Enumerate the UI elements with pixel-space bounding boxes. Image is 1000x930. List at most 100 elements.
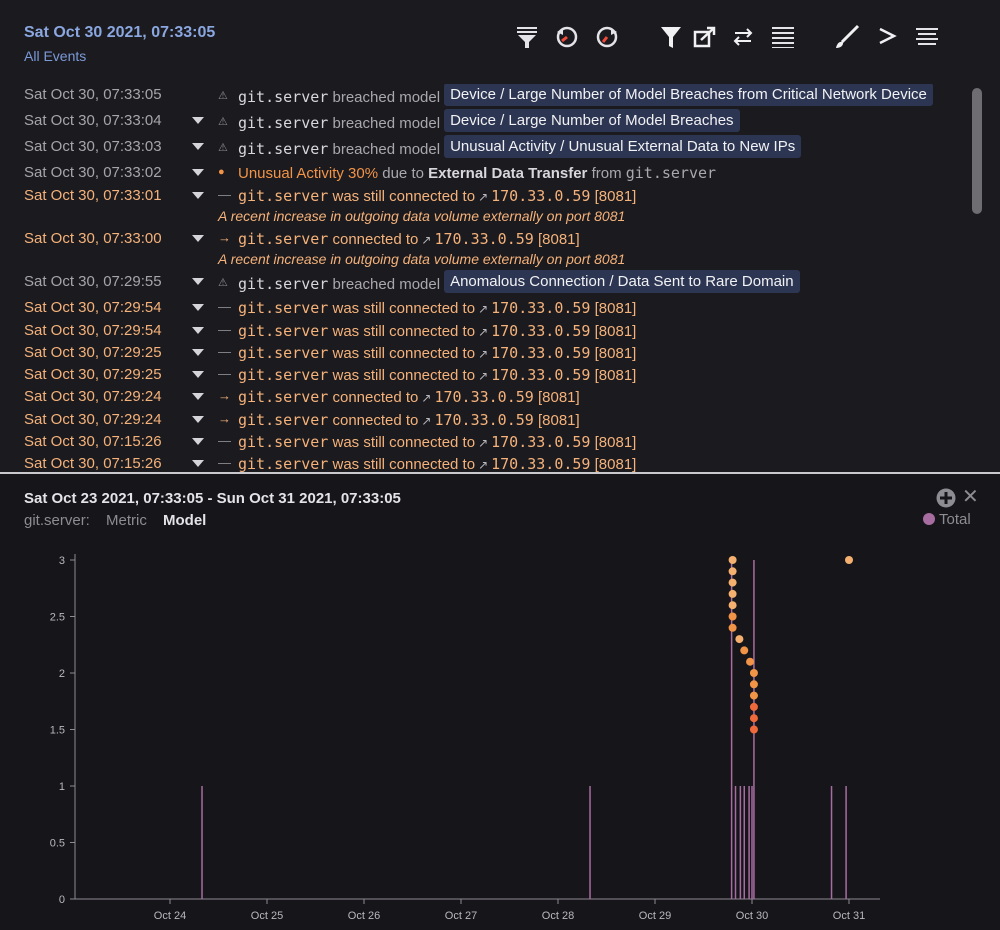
- model-breach-dot: [728, 556, 737, 564]
- destination-ip[interactable]: 170.33.0.59: [434, 230, 534, 248]
- device-name[interactable]: git.server: [238, 388, 329, 406]
- model-breach-tag[interactable]: Unusual Activity / Unusual External Data…: [444, 135, 802, 158]
- destination-ip[interactable]: 170.33.0.59: [491, 344, 591, 362]
- expand-chevron-icon[interactable]: [190, 435, 206, 449]
- model-breach-dot: [749, 714, 758, 723]
- close-graph-icon[interactable]: ✕: [962, 486, 979, 508]
- x-tick-label: Oct 30: [736, 910, 768, 922]
- external-link-icon[interactable]: ↗: [478, 458, 489, 472]
- panel-divider[interactable]: [0, 472, 1000, 474]
- clock-forward-icon[interactable]: [592, 22, 622, 52]
- device-name[interactable]: git.server: [238, 88, 329, 106]
- device-name[interactable]: git.server: [238, 344, 329, 362]
- expand-chevron-icon[interactable]: [190, 189, 206, 203]
- device-name[interactable]: git.server: [238, 187, 329, 205]
- destination-port: [8081]: [537, 231, 580, 248]
- expand-chevron-icon[interactable]: [190, 275, 206, 289]
- device-name[interactable]: git.server: [238, 411, 329, 429]
- device-name[interactable]: git.server: [625, 164, 717, 182]
- destination-ip[interactable]: 170.33.0.59: [434, 411, 534, 429]
- event-action: was still connected to: [332, 300, 476, 317]
- expand-chevron-icon[interactable]: [190, 324, 206, 338]
- y-tick-label: 0: [59, 894, 65, 906]
- device-name[interactable]: git.server: [238, 299, 329, 317]
- tab-metric[interactable]: Metric: [106, 512, 147, 529]
- funnel-icon[interactable]: [656, 22, 686, 52]
- event-timestamp: Sat Oct 30, 07:15:26: [24, 433, 162, 450]
- event-timestamp: Sat Oct 30, 07:33:02: [24, 164, 162, 181]
- console-lines-icon[interactable]: [912, 22, 942, 52]
- device-name[interactable]: git.server: [238, 322, 329, 340]
- x-tick-label: Oct 27: [445, 910, 477, 922]
- destination-ip[interactable]: 170.33.0.59: [491, 299, 591, 317]
- expand-chevron-icon[interactable]: [190, 166, 206, 180]
- device-name[interactable]: git.server: [238, 230, 329, 248]
- event-timestamp: Sat Oct 30, 07:33:04: [24, 112, 162, 129]
- destination-ip[interactable]: 170.33.0.59: [434, 388, 534, 406]
- external-link-icon[interactable]: ↗: [421, 414, 432, 428]
- tab-model[interactable]: Model: [163, 512, 207, 529]
- destination-port: [8081]: [594, 456, 637, 472]
- unusual-activity-label[interactable]: Unusual Activity 30%: [238, 165, 379, 182]
- graph-date-range: Sat Oct 23 2021, 07:33:05 - Sun Oct 31 2…: [24, 490, 401, 507]
- destination-ip[interactable]: 170.33.0.59: [491, 187, 591, 205]
- model-breach-icon: ⚠: [218, 116, 228, 128]
- event-action: breached model: [332, 89, 441, 106]
- external-link-icon[interactable]: ↗: [421, 391, 432, 405]
- expand-chevron-icon[interactable]: [190, 140, 206, 154]
- external-link-icon[interactable]: ↗: [478, 436, 489, 450]
- expand-chevron-icon[interactable]: [190, 301, 206, 315]
- expand-chevron-icon[interactable]: [190, 413, 206, 427]
- expand-chevron-icon[interactable]: [190, 114, 206, 128]
- device-name[interactable]: git.server: [238, 433, 329, 451]
- model-breach-tag[interactable]: Device / Large Number of Model Breaches: [444, 109, 740, 132]
- destination-ip[interactable]: 170.33.0.59: [491, 322, 591, 340]
- brush-icon[interactable]: [832, 22, 862, 52]
- arrow-right-icon: →: [218, 230, 231, 245]
- device-name[interactable]: git.server: [238, 455, 329, 472]
- external-link-icon[interactable]: ↗: [478, 369, 489, 383]
- y-tick-label: 1: [59, 781, 65, 793]
- graph-legend[interactable]: Total: [923, 511, 971, 528]
- destination-ip[interactable]: 170.33.0.59: [491, 433, 591, 451]
- event-text: git.server was still connected to ↗ 170.33…: [238, 322, 636, 340]
- clock-rewind-icon[interactable]: [552, 22, 582, 52]
- expand-chevron-icon[interactable]: [190, 232, 206, 246]
- model-breach-tag[interactable]: Device / Large Number of Model Breaches …: [444, 84, 933, 106]
- event-list-scrollbar[interactable]: [972, 88, 982, 214]
- event-text: git.server was still connected to ↗ 170.33…: [238, 344, 636, 362]
- filter-list-icon[interactable]: [512, 22, 542, 52]
- open-external-icon[interactable]: [690, 22, 720, 52]
- y-tick-label: 1.5: [50, 725, 65, 737]
- dash-icon: —: [218, 455, 231, 470]
- destination-port: [8081]: [594, 323, 637, 340]
- y-tick-label: 2.5: [50, 612, 65, 624]
- external-link-icon[interactable]: ↗: [478, 302, 489, 316]
- device-name[interactable]: git.server: [238, 140, 329, 158]
- expand-chevron-icon[interactable]: [190, 368, 206, 382]
- destination-ip[interactable]: 170.33.0.59: [491, 366, 591, 384]
- destination-ip[interactable]: 170.33.0.59: [491, 455, 591, 472]
- device-name[interactable]: git.server: [238, 366, 329, 384]
- device-name[interactable]: git.server: [238, 275, 329, 293]
- external-link-icon[interactable]: ↗: [478, 325, 489, 339]
- legend-label: Total: [939, 511, 971, 528]
- external-link-icon[interactable]: ↗: [478, 347, 489, 361]
- list-lines-icon[interactable]: [768, 22, 798, 52]
- swap-arrows-icon[interactable]: [728, 22, 758, 52]
- event-timestamp: Sat Oct 30, 07:33:00: [24, 230, 162, 247]
- external-link-icon[interactable]: ↗: [421, 233, 432, 247]
- expand-chevron-icon[interactable]: [190, 457, 206, 471]
- model-breach-tag[interactable]: Anomalous Connection / Data Sent to Rare…: [444, 270, 800, 293]
- event-action: was still connected to: [332, 188, 476, 205]
- expand-chevron-icon[interactable]: [190, 346, 206, 360]
- expand-chevron-icon[interactable]: [190, 390, 206, 404]
- add-graph-icon[interactable]: [936, 488, 956, 508]
- event-filter-link[interactable]: All Events: [24, 48, 87, 64]
- model-breach-dot: [749, 680, 758, 689]
- event-action: from: [591, 165, 622, 182]
- device-name[interactable]: git.server: [238, 114, 329, 132]
- external-link-icon[interactable]: ↗: [478, 190, 489, 204]
- model-breach-icon: ⚠: [218, 90, 228, 102]
- chevron-right-icon[interactable]: [872, 22, 902, 52]
